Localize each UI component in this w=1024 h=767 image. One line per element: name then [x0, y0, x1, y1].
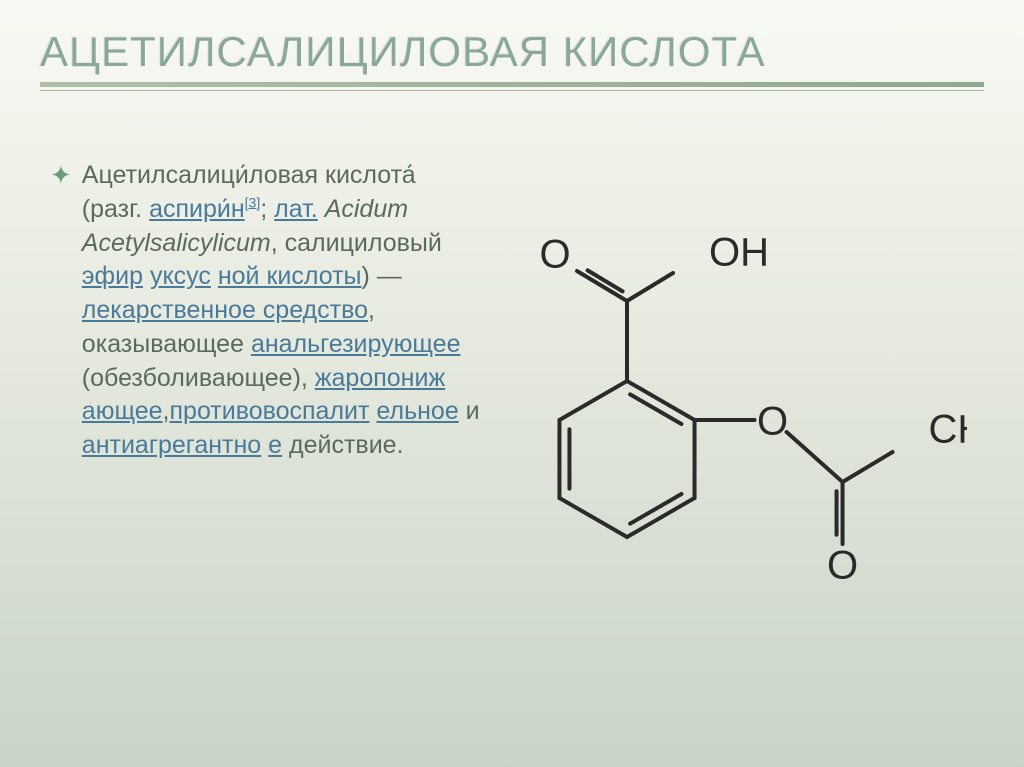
content-area: ✦ Ацетилсалици́ловая кислота́ (разг. асп…	[0, 99, 1024, 619]
link-antiagg-2[interactable]: е	[268, 431, 282, 459]
semi: ;	[260, 195, 267, 223]
action: действие.	[282, 431, 403, 459]
comma-tail: , салициловый	[271, 229, 442, 257]
body-text: Ацетилсалици́ловая кислота́ (разг. аспир…	[82, 159, 480, 463]
link-latin[interactable]: лат.	[274, 195, 318, 223]
slide: АЦЕТИЛСАЛИЦИЛОВАЯ КИСЛОТА ✦ Ацетилсалици…	[0, 0, 1024, 767]
svg-text:O: O	[539, 233, 570, 277]
slide-title: АЦЕТИЛСАЛИЦИЛОВАЯ КИСЛОТА	[40, 28, 984, 76]
diagram-column: O OH O O CH₃	[500, 129, 974, 619]
obez: (обезболивающее),	[82, 364, 315, 392]
link-analgesic[interactable]: анальгезирующее	[251, 330, 461, 358]
link-vinegar-1[interactable]: уксус	[150, 262, 211, 290]
link-antiinfl-2[interactable]: ельное	[376, 397, 458, 425]
link-antipyretic-1[interactable]: жаропониж	[315, 364, 445, 392]
link-vinegar-2[interactable]: ной кислоты	[218, 262, 362, 290]
and: и	[459, 397, 480, 425]
title-underline-thin	[40, 90, 984, 91]
molecule-diagram: O OH O O CH₃	[507, 139, 967, 619]
link-drug[interactable]: лекарственное средство	[82, 296, 368, 324]
svg-text:OH: OH	[709, 231, 769, 275]
bullet-star-icon: ✦	[50, 159, 72, 191]
link-antipyretic-2[interactable]: ающее	[82, 397, 163, 425]
link-antiagg-1[interactable]: антиагрегантно	[82, 431, 261, 459]
text-column: ✦ Ацетилсалици́ловая кислота́ (разг. асп…	[50, 129, 480, 619]
lead-1: Ацетилсалици́ловая	[82, 161, 318, 189]
svg-text:CH₃: CH₃	[929, 408, 967, 452]
paren: ) —	[362, 262, 402, 290]
sp	[143, 262, 150, 290]
comma2: ,	[163, 397, 170, 425]
svg-text:O: O	[757, 400, 788, 444]
link-citation[interactable]: [3]	[245, 194, 261, 210]
svg-text:O: O	[827, 544, 858, 588]
link-antiinfl-1[interactable]: противовоспалит	[170, 397, 370, 425]
title-underline-thick	[40, 82, 984, 87]
link-ether[interactable]: эфир	[82, 262, 143, 290]
link-aspirin[interactable]: аспири́н	[149, 195, 245, 223]
title-bar: АЦЕТИЛСАЛИЦИЛОВАЯ КИСЛОТА	[0, 0, 1024, 99]
bullet-item: ✦ Ацетилсалици́ловая кислота́ (разг. асп…	[50, 159, 480, 463]
